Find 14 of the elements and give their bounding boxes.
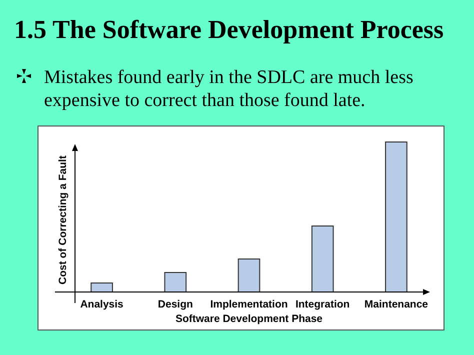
- chart-subtitle: Mistakes found early in the SDLC are much less expensive to correct than those found late.: [44, 67, 414, 111]
- bar: [238, 258, 260, 292]
- x-axis-title: Software Development Phase: [175, 313, 323, 325]
- x-tick-label: Design: [158, 298, 193, 310]
- chart-title: 1.5 The Software Development Process: [14, 15, 444, 44]
- bar: [311, 226, 334, 292]
- x-tick-label: Analysis: [80, 298, 124, 310]
- bar: [385, 142, 408, 292]
- bar: [164, 272, 187, 292]
- y-axis-title: Cost of Correcting a Fault: [57, 155, 69, 284]
- x-tick-label: Integration: [295, 298, 350, 310]
- x-tick-label: Implementation: [210, 298, 288, 310]
- bar: [90, 282, 113, 292]
- x-tick-label: Maintenance: [364, 298, 428, 310]
